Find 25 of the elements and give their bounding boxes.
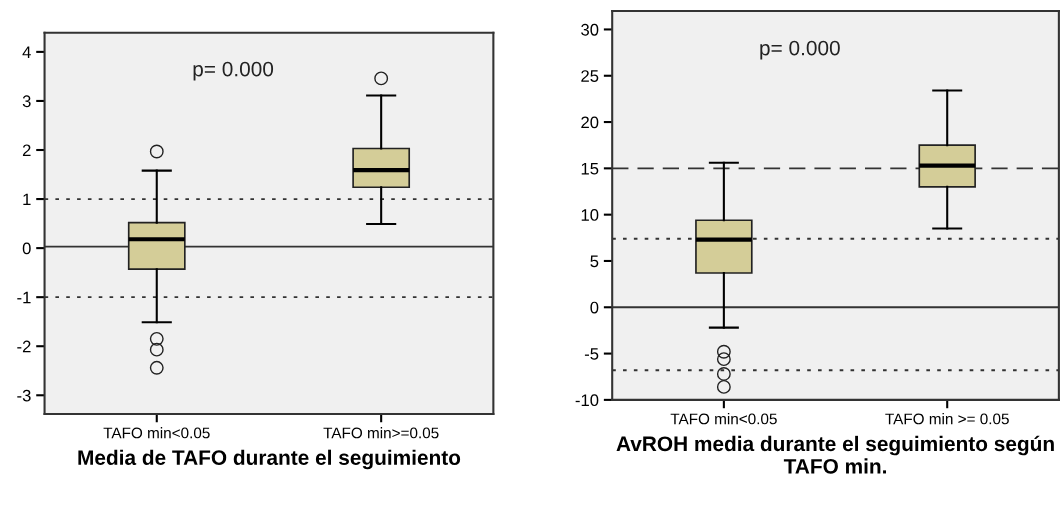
y-tick-label: -10 — [575, 394, 599, 407]
y-tick-label: 5 — [590, 255, 599, 268]
x-tick-label: TAFO min>=0.05 — [323, 427, 439, 439]
x-tick-label: TAFO min<0.05 — [670, 413, 777, 425]
y-tick-label: 0 — [22, 242, 31, 255]
y-tick-label: 30 — [581, 23, 599, 36]
x-tick-label: TAFO min >= 0.05 — [885, 413, 1009, 425]
y-tick-label: 2 — [22, 144, 31, 157]
y-tick-label: 20 — [581, 116, 599, 129]
y-tick-label: -3 — [17, 389, 31, 402]
y-tick-label: 15 — [581, 162, 599, 175]
annotation: p= 0.000 — [193, 61, 274, 81]
y-tick-label: 25 — [581, 70, 599, 82]
y-tick-label: -2 — [17, 340, 31, 353]
y-tick-label: -5 — [584, 348, 599, 360]
y-tick-label: 0 — [590, 301, 599, 314]
y-tick-label: 10 — [581, 209, 599, 221]
y-tick-label: 4 — [22, 46, 31, 58]
y-tick-label: 3 — [22, 95, 31, 108]
y-tick-label: 1 — [23, 193, 31, 206]
y-tick-label: -1 — [17, 291, 31, 304]
annotation: p= 0.000 — [760, 40, 840, 60]
x-axis-title: Media de TAFO durante el seguimiento — [78, 449, 461, 470]
x-tick-label: TAFO min<0.05 — [103, 427, 210, 439]
x-axis-title: AvROH media durante el seguimiento según TAFO min. — [616, 435, 1054, 474]
